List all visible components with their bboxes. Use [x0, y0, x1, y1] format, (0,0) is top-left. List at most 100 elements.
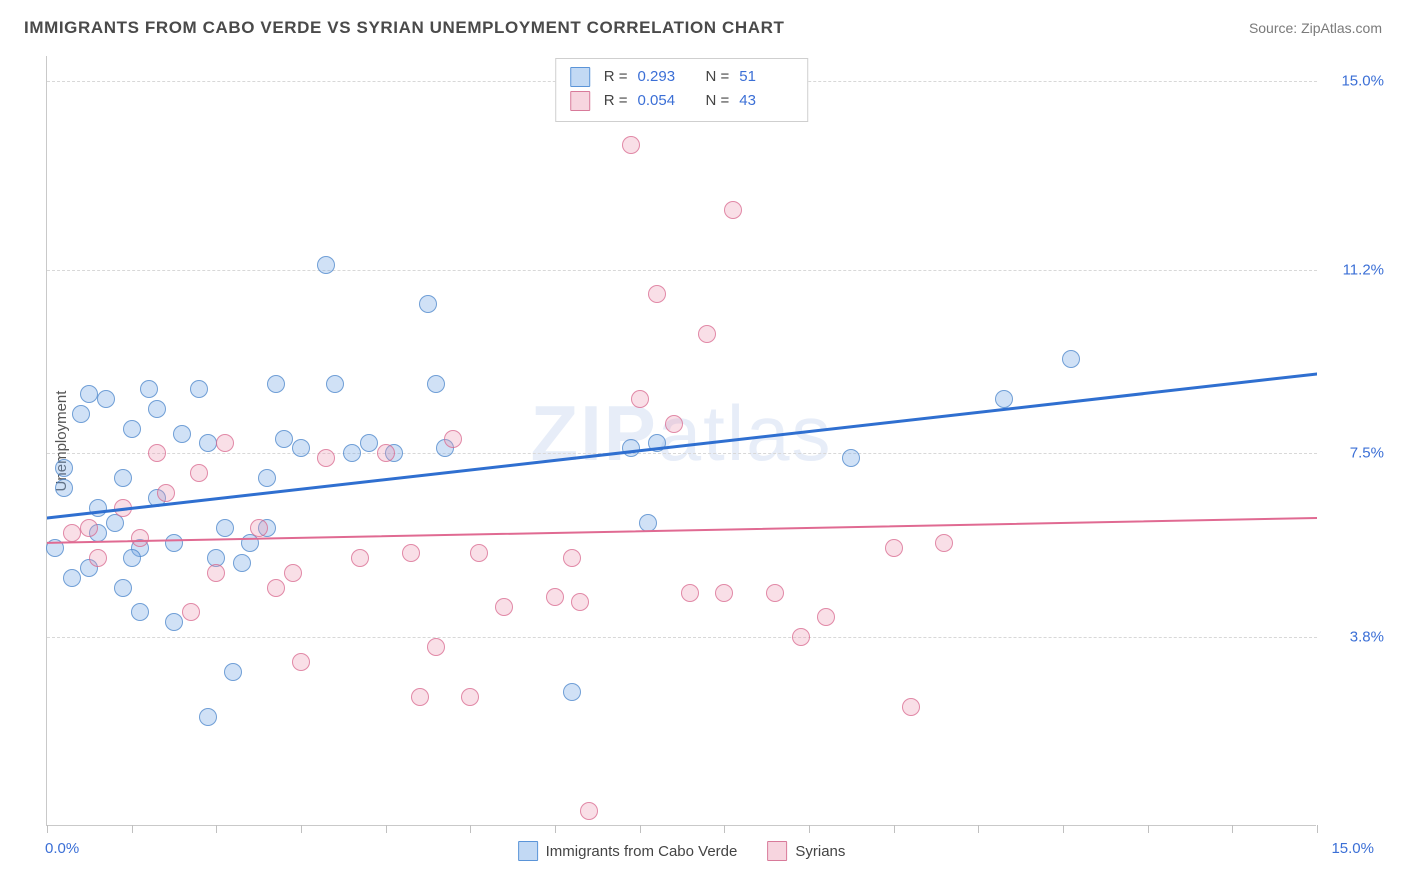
- x-tick: [724, 825, 725, 833]
- data-point-syrians: [377, 444, 395, 462]
- legend-label-syrians: Syrians: [795, 843, 845, 860]
- data-point-syrians: [698, 325, 716, 343]
- data-point-syrians: [461, 688, 479, 706]
- data-point-cabo_verde: [267, 375, 285, 393]
- data-point-cabo_verde: [842, 449, 860, 467]
- correlation-legend: R = 0.293 N = 51 R = 0.054 N = 43: [555, 58, 809, 122]
- data-point-syrians: [470, 544, 488, 562]
- x-tick: [1148, 825, 1149, 833]
- data-point-cabo_verde: [55, 459, 73, 477]
- data-point-syrians: [546, 588, 564, 606]
- data-point-syrians: [681, 584, 699, 602]
- data-point-syrians: [902, 698, 920, 716]
- data-point-syrians: [622, 136, 640, 154]
- x-tick: [640, 825, 641, 833]
- data-point-syrians: [724, 201, 742, 219]
- swatch-blue: [518, 841, 538, 861]
- data-point-syrians: [216, 434, 234, 452]
- data-point-cabo_verde: [419, 295, 437, 313]
- data-point-syrians: [444, 430, 462, 448]
- data-point-cabo_verde: [199, 708, 217, 726]
- r-label: R =: [604, 89, 628, 113]
- y-tick-label: 11.2%: [1324, 261, 1384, 278]
- data-point-syrians: [351, 549, 369, 567]
- x-tick: [809, 825, 810, 833]
- data-point-cabo_verde: [190, 380, 208, 398]
- legend-row-cabo-verde: R = 0.293 N = 51: [570, 65, 794, 89]
- data-point-syrians: [631, 390, 649, 408]
- data-point-syrians: [207, 564, 225, 582]
- data-point-syrians: [571, 593, 589, 611]
- data-point-syrians: [317, 449, 335, 467]
- data-point-cabo_verde: [131, 603, 149, 621]
- data-point-cabo_verde: [46, 539, 64, 557]
- n-label: N =: [706, 65, 730, 89]
- gridline: [47, 453, 1317, 454]
- chart-container: ZIPatlas 3.8%7.5%11.2%15.0% Unemployment…: [46, 56, 1386, 826]
- data-point-syrians: [63, 524, 81, 542]
- data-point-syrians: [715, 584, 733, 602]
- x-tick: [978, 825, 979, 833]
- trend-lines: [47, 56, 1317, 826]
- data-point-syrians: [190, 464, 208, 482]
- data-point-cabo_verde: [114, 469, 132, 487]
- x-tick: [1232, 825, 1233, 833]
- data-point-syrians: [766, 584, 784, 602]
- data-point-cabo_verde: [292, 439, 310, 457]
- data-point-cabo_verde: [317, 256, 335, 274]
- swatch-pink: [570, 91, 590, 111]
- swatch-blue: [570, 67, 590, 87]
- data-point-cabo_verde: [97, 390, 115, 408]
- legend-row-syrians: R = 0.054 N = 43: [570, 89, 794, 113]
- data-point-cabo_verde: [343, 444, 361, 462]
- data-point-syrians: [402, 544, 420, 562]
- data-point-syrians: [80, 519, 98, 537]
- data-point-syrians: [284, 564, 302, 582]
- data-point-cabo_verde: [55, 479, 73, 497]
- x-tick: [132, 825, 133, 833]
- source-attribution: Source: ZipAtlas.com: [1249, 20, 1382, 36]
- data-point-cabo_verde: [199, 434, 217, 452]
- data-point-cabo_verde: [995, 390, 1013, 408]
- data-point-syrians: [885, 539, 903, 557]
- data-point-cabo_verde: [72, 405, 90, 423]
- x-tick: [216, 825, 217, 833]
- data-point-syrians: [817, 608, 835, 626]
- x-tick: [470, 825, 471, 833]
- data-point-cabo_verde: [140, 380, 158, 398]
- data-point-syrians: [665, 415, 683, 433]
- data-point-cabo_verde: [80, 385, 98, 403]
- r-value-syrians: 0.054: [638, 89, 692, 113]
- data-point-cabo_verde: [165, 534, 183, 552]
- n-value-syrians: 43: [739, 89, 793, 113]
- data-point-cabo_verde: [114, 579, 132, 597]
- data-point-cabo_verde: [648, 434, 666, 452]
- data-point-cabo_verde: [275, 430, 293, 448]
- data-point-cabo_verde: [89, 499, 107, 517]
- data-point-syrians: [250, 519, 268, 537]
- legend-item-syrians: Syrians: [767, 841, 845, 861]
- x-tick: [1317, 825, 1318, 833]
- gridline: [47, 637, 1317, 638]
- data-point-syrians: [563, 549, 581, 567]
- n-label: N =: [706, 89, 730, 113]
- data-point-cabo_verde: [123, 420, 141, 438]
- y-tick-label: 3.8%: [1324, 629, 1384, 646]
- data-point-syrians: [267, 579, 285, 597]
- data-point-cabo_verde: [63, 569, 81, 587]
- data-point-cabo_verde: [173, 425, 191, 443]
- gridline: [47, 270, 1317, 271]
- legend-label-cabo-verde: Immigrants from Cabo Verde: [546, 843, 738, 860]
- watermark: ZIPatlas: [530, 388, 832, 479]
- data-point-syrians: [580, 802, 598, 820]
- data-point-syrians: [89, 549, 107, 567]
- data-point-cabo_verde: [258, 469, 276, 487]
- data-point-syrians: [648, 285, 666, 303]
- y-tick-label: 15.0%: [1324, 72, 1384, 89]
- data-point-syrians: [148, 444, 166, 462]
- data-point-cabo_verde: [326, 375, 344, 393]
- data-point-cabo_verde: [639, 514, 657, 532]
- data-point-cabo_verde: [233, 554, 251, 572]
- x-tick: [555, 825, 556, 833]
- x-tick: [894, 825, 895, 833]
